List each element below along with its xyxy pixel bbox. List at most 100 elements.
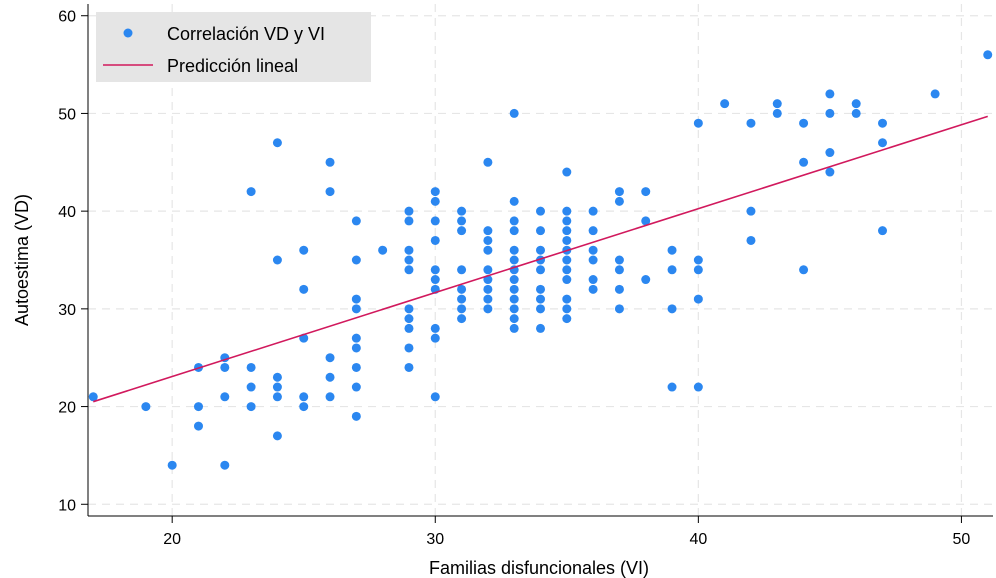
data-point — [246, 187, 256, 197]
data-point — [272, 372, 282, 382]
data-point — [299, 245, 309, 255]
data-point — [430, 196, 440, 206]
data-point — [614, 265, 624, 275]
data-point — [667, 304, 677, 314]
data-point — [641, 275, 651, 285]
data-point — [772, 108, 782, 118]
data-point — [562, 304, 572, 314]
data-point — [351, 333, 361, 343]
data-point — [299, 284, 309, 294]
data-point — [220, 362, 230, 372]
data-point — [483, 245, 493, 255]
data-point — [246, 362, 256, 372]
data-point — [509, 196, 519, 206]
data-point — [430, 235, 440, 245]
x-tick-label: 50 — [953, 531, 971, 548]
data-point — [799, 157, 809, 167]
data-point — [588, 255, 598, 265]
data-point — [562, 226, 572, 236]
data-point — [825, 167, 835, 177]
scatter-points — [88, 50, 993, 470]
data-point — [404, 245, 414, 255]
y-axis-title: Autoestima (VD) — [12, 194, 32, 326]
data-point — [562, 167, 572, 177]
legend-background — [96, 12, 371, 82]
data-point — [509, 284, 519, 294]
data-point — [325, 187, 335, 197]
x-tick-label: 20 — [163, 531, 181, 548]
linear-prediction-line — [93, 115, 988, 403]
data-point — [404, 323, 414, 333]
data-point — [483, 265, 493, 275]
data-point — [509, 216, 519, 226]
x-axis-ticks: 20 30 40 50 — [163, 516, 970, 548]
fit-line-group — [93, 115, 988, 403]
data-point — [693, 255, 703, 265]
data-point — [483, 235, 493, 245]
data-point — [562, 294, 572, 304]
data-point — [693, 382, 703, 392]
data-point — [483, 284, 493, 294]
data-point — [430, 323, 440, 333]
data-point — [614, 304, 624, 314]
data-point — [299, 392, 309, 402]
data-point — [325, 372, 335, 382]
legend-label-points: Correlación VD y VI — [167, 24, 325, 44]
data-point — [667, 245, 677, 255]
data-point — [404, 314, 414, 324]
data-point — [878, 138, 888, 148]
data-point — [509, 245, 519, 255]
data-point — [404, 265, 414, 275]
data-point — [193, 421, 203, 431]
data-point — [430, 187, 440, 197]
y-tick-label: 50 — [58, 106, 76, 123]
data-point — [536, 304, 545, 314]
data-point — [536, 206, 545, 216]
data-point — [536, 323, 545, 333]
data-point — [562, 314, 572, 324]
y-tick-label: 30 — [58, 302, 76, 319]
data-point — [536, 265, 545, 275]
data-point — [378, 245, 388, 255]
data-point — [246, 382, 256, 392]
data-point — [299, 402, 309, 412]
data-point — [614, 187, 624, 197]
data-point — [457, 265, 467, 275]
data-point — [430, 275, 440, 285]
data-point — [272, 138, 282, 148]
legend-label-line: Predicción lineal — [167, 56, 298, 76]
data-point — [457, 216, 467, 226]
data-point — [588, 275, 598, 285]
legend-marker-points — [123, 28, 133, 38]
data-point — [351, 411, 361, 421]
data-point — [167, 460, 177, 470]
data-point — [272, 382, 282, 392]
data-point — [141, 402, 151, 412]
data-point — [562, 206, 572, 216]
data-point — [562, 216, 572, 226]
data-point — [983, 50, 993, 60]
y-tick-label: 10 — [58, 497, 76, 514]
data-point — [457, 284, 467, 294]
data-point — [404, 216, 414, 226]
data-point — [509, 108, 519, 118]
data-point — [351, 382, 361, 392]
data-point — [220, 460, 230, 470]
data-point — [509, 304, 519, 314]
data-point — [614, 255, 624, 265]
data-point — [351, 216, 361, 226]
data-point — [351, 294, 361, 304]
data-point — [246, 402, 256, 412]
data-point — [404, 343, 414, 353]
y-tick-label: 40 — [58, 204, 76, 221]
data-point — [351, 255, 361, 265]
data-point — [930, 89, 940, 99]
data-point — [457, 294, 467, 304]
data-point — [772, 99, 782, 109]
data-point — [825, 108, 835, 118]
data-point — [746, 118, 756, 128]
data-point — [272, 392, 282, 402]
data-point — [325, 157, 335, 167]
